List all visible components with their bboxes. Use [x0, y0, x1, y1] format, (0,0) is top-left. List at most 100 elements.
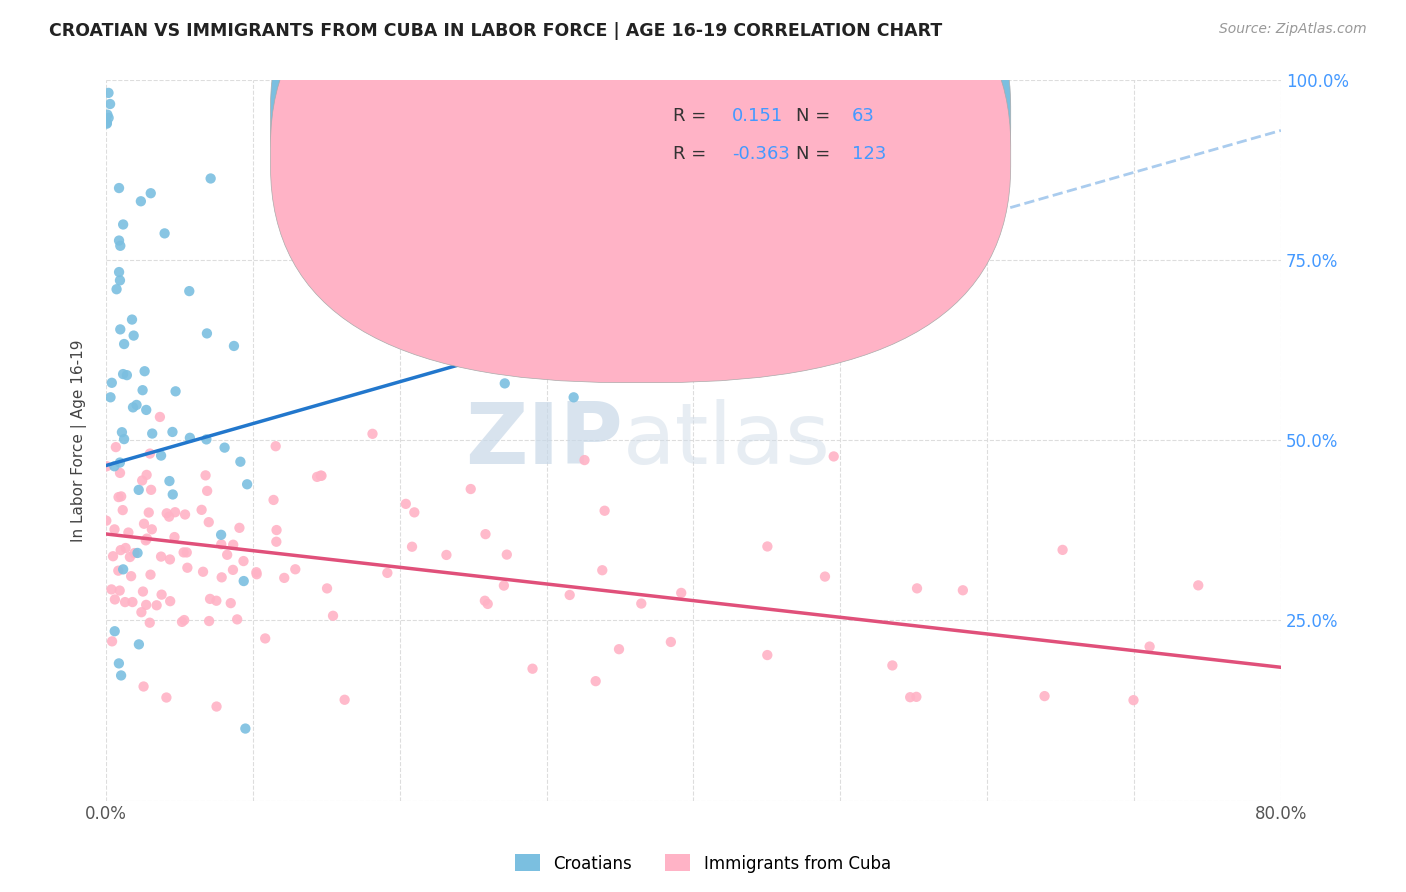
Point — [361, 426, 384, 441]
Point — [103, 522, 125, 536]
Point — [190, 503, 212, 517]
Point — [96, 108, 118, 122]
Point — [195, 326, 218, 341]
Point — [436, 548, 458, 562]
Point — [139, 186, 162, 201]
Point — [1052, 542, 1074, 557]
FancyBboxPatch shape — [270, 0, 1011, 383]
Point — [97, 86, 120, 100]
Point — [138, 615, 160, 630]
Point — [404, 505, 426, 519]
Point — [375, 566, 398, 580]
Point — [150, 588, 173, 602]
Point — [179, 431, 201, 445]
Point — [96, 514, 118, 528]
Point — [141, 426, 163, 441]
Point — [226, 612, 249, 626]
Point — [195, 483, 218, 498]
Point — [222, 538, 245, 552]
Point — [157, 509, 180, 524]
Point — [170, 615, 193, 629]
Point — [110, 322, 132, 336]
Point — [112, 218, 135, 232]
Point — [756, 648, 779, 662]
Point — [1033, 689, 1056, 703]
Point — [460, 482, 482, 496]
Legend: Croatians, Immigrants from Cuba: Croatians, Immigrants from Cuba — [509, 847, 897, 880]
Point — [135, 598, 157, 612]
Text: 123: 123 — [852, 145, 886, 163]
Point — [316, 582, 339, 596]
Point — [1122, 693, 1144, 707]
Point — [108, 181, 131, 195]
Text: 0.151: 0.151 — [733, 107, 783, 125]
Point — [195, 433, 218, 447]
Point — [173, 613, 195, 627]
Point — [311, 468, 333, 483]
Point — [98, 97, 121, 112]
Point — [150, 449, 173, 463]
Point — [198, 614, 221, 628]
Point — [135, 532, 157, 546]
Point — [222, 339, 245, 353]
Point — [131, 383, 153, 397]
Point — [132, 516, 155, 531]
Point — [135, 467, 157, 482]
Point — [558, 588, 581, 602]
FancyBboxPatch shape — [270, 0, 1011, 344]
Point — [495, 548, 517, 562]
Point — [118, 549, 141, 564]
Text: ZIP: ZIP — [465, 399, 623, 482]
Point — [474, 527, 496, 541]
Point — [756, 540, 779, 554]
Point — [544, 336, 567, 351]
Point — [155, 690, 177, 705]
Point — [1139, 640, 1161, 654]
Point — [162, 425, 184, 439]
Point — [156, 506, 179, 520]
Point — [138, 506, 160, 520]
Text: 63: 63 — [852, 107, 875, 125]
Point — [103, 459, 125, 474]
Point — [163, 530, 186, 544]
Point — [494, 376, 516, 391]
Point — [108, 583, 131, 598]
Point — [139, 567, 162, 582]
Point — [401, 540, 423, 554]
Point — [128, 483, 150, 497]
Point — [395, 497, 418, 511]
Point — [232, 554, 254, 568]
Point — [104, 440, 127, 454]
Point — [246, 567, 269, 582]
Point — [211, 570, 233, 584]
Point — [108, 466, 131, 480]
Point — [593, 504, 616, 518]
Point — [264, 439, 287, 453]
Point — [898, 690, 921, 705]
Point — [562, 390, 585, 404]
Point — [273, 571, 295, 585]
Point — [284, 562, 307, 576]
Point — [176, 560, 198, 574]
Point — [101, 634, 124, 648]
Point — [165, 505, 187, 519]
Point — [659, 635, 682, 649]
Point — [114, 541, 136, 555]
Point — [228, 521, 250, 535]
Point — [135, 403, 157, 417]
Point — [630, 597, 652, 611]
Point — [205, 699, 228, 714]
Point — [607, 642, 630, 657]
Point — [121, 312, 143, 326]
Point — [232, 574, 254, 588]
Point — [141, 522, 163, 536]
Point — [307, 470, 329, 484]
Point — [671, 586, 693, 600]
Point — [200, 171, 222, 186]
Point — [104, 624, 127, 639]
Text: atlas: atlas — [623, 399, 831, 482]
Point — [108, 273, 131, 287]
Point — [110, 239, 132, 253]
Point — [111, 425, 134, 440]
Point — [104, 592, 127, 607]
